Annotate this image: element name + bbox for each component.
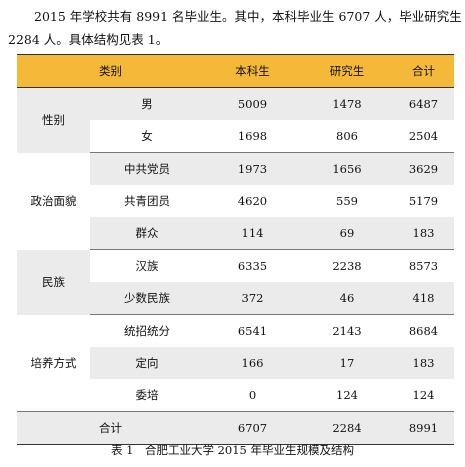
undergraduate-value: 1698 — [204, 120, 301, 153]
category-cell: 性别 — [17, 87, 90, 153]
intro-paragraph: 2015 年学校共有 8991 名毕业生。其中，本科毕业生 6707 人，毕业研… — [8, 5, 462, 51]
undergraduate-total: 6707 — [204, 411, 301, 445]
graduate-total: 2284 — [301, 411, 393, 445]
subcategory-cell: 少数民族 — [90, 282, 204, 315]
graduate-value: 806 — [301, 120, 393, 153]
undergraduate-value: 5009 — [204, 87, 301, 120]
header-undergraduate: 本科生 — [204, 54, 301, 88]
total-value: 5179 — [408, 194, 439, 208]
header-category: 类别 — [17, 54, 204, 88]
undergraduate-value: 372 — [204, 282, 301, 315]
total-value: 8684 — [408, 324, 439, 338]
undergraduate-value: 0 — [248, 388, 257, 402]
graduate-structure-table: 类别 本科生 研究生 合计 性别 男 5009 1478 6487 女 1698… — [17, 54, 454, 445]
table-row: 培养方式 统招统分 6541 2143 8684 — [17, 315, 454, 370]
subcategory-cell: 共青团员 — [124, 194, 170, 208]
table-row: 少数民族 372 46 418 — [17, 282, 454, 315]
table-row: 委培 0 124 124 — [17, 379, 454, 412]
total-value: 2504 — [393, 120, 454, 153]
graduate-value: 69 — [301, 217, 393, 250]
subcategory-cell: 委培 — [135, 388, 159, 402]
intro-line-1: 2015 年学校共有 8991 名毕业生。其中，本科毕业生 6707 人，毕业研… — [34, 9, 462, 24]
category-cell: 培养方式 — [30, 355, 77, 370]
total-value: 124 — [412, 388, 435, 402]
table-row: 政治面貌 中共党员 1973 1656 3629 — [17, 152, 454, 208]
undergraduate-value: 166 — [204, 347, 301, 379]
table-row: 共青团员 4620 559 5179 — [17, 185, 454, 217]
total-value: 8573 — [408, 259, 439, 273]
undergraduate-value: 1973 — [204, 152, 301, 185]
subcategory-cell: 汉族 — [135, 259, 159, 273]
graduate-value: 1478 — [301, 87, 393, 120]
total-value: 183 — [393, 347, 454, 379]
table-row: 群众 114 69 183 — [17, 217, 454, 250]
graduate-value: 559 — [336, 194, 358, 208]
graduate-value: 2143 — [332, 324, 362, 338]
undergraduate-value: 4620 — [237, 194, 268, 208]
graduate-value: 1656 — [301, 152, 393, 185]
graduate-value: 46 — [301, 282, 393, 315]
undergraduate-value: 6541 — [237, 324, 268, 338]
subcategory-cell: 群众 — [90, 217, 204, 250]
subcategory-cell: 女 — [90, 120, 204, 153]
grand-total: 8991 — [393, 411, 454, 445]
header-graduate: 研究生 — [301, 54, 393, 88]
table-total-row: 合计 6707 2284 8991 — [17, 411, 454, 445]
subcategory-cell: 中共党员 — [90, 152, 204, 185]
total-value: 418 — [393, 282, 454, 315]
intro-line-2: 2284 人。具体结构见表 1。 — [8, 32, 169, 47]
subcategory-cell: 统招统分 — [124, 324, 170, 338]
undergraduate-value: 6335 — [237, 259, 268, 273]
graduate-value: 2238 — [332, 259, 362, 273]
table-row: 民族 汉族 6335 2238 8573 — [17, 249, 454, 315]
category-cell: 政治面貌 — [30, 194, 77, 208]
total-value: 183 — [393, 217, 454, 250]
subcategory-cell: 定向 — [90, 347, 204, 379]
graduate-value: 124 — [336, 388, 358, 402]
table-row: 定向 166 17 183 — [17, 347, 454, 379]
total-label: 合计 — [17, 411, 204, 445]
table-row: 女 1698 806 2504 — [17, 120, 454, 153]
subcategory-cell: 男 — [90, 87, 204, 120]
total-value: 3629 — [393, 152, 454, 185]
category-cell: 民族 — [17, 249, 90, 315]
header-total: 合计 — [393, 54, 454, 88]
table-header-row: 类别 本科生 研究生 合计 — [17, 54, 454, 88]
total-value: 6487 — [393, 87, 454, 120]
undergraduate-value: 114 — [204, 217, 301, 250]
graduate-value: 17 — [301, 347, 393, 379]
table-row: 性别 男 5009 1478 6487 — [17, 87, 454, 153]
table-caption: 表 1 合肥工业大学 2015 年毕业生规模及结构 — [110, 443, 355, 457]
